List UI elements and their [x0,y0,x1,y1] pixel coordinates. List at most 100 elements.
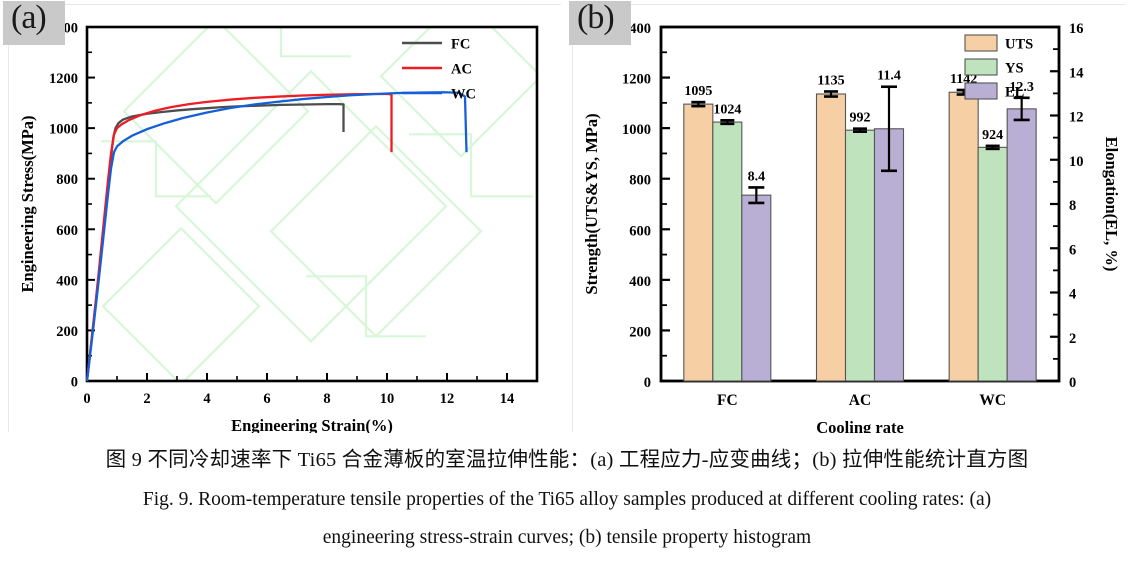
x-tick-label: 6 [263,391,270,407]
y-tick-label-left: 0 [644,375,651,391]
caption-chinese: 图 9 不同冷却速率下 Ti65 合金薄板的室温拉伸性能：(a) 工程应力-应变… [105,449,1029,471]
panel-b-tag-label: (b) [577,0,615,36]
watermark-diamond [122,27,310,205]
x-tick-label: 12 [440,391,455,407]
y-tick-label-left: 1000 [622,122,651,138]
y-axis-title-left: Strength(UTS&YS, MPa) [582,113,601,294]
error-bar-wc-ys [985,144,1000,151]
legend-label-wc: WC [451,87,476,103]
y-axis-title-right: Elongation(EL, %) [1102,137,1121,272]
y-tick-label-left: 200 [629,324,651,340]
y-tick-label-right: 8 [1069,198,1076,214]
y-tick-label-right: 10 [1069,154,1084,170]
y-tick-label-left: 800 [629,173,651,189]
bar-ac-uts [815,93,847,382]
error-bar-fc-ys [720,119,735,126]
y-axis-title: Engineering Stress(MPa) [18,115,37,292]
y-tick-label-right: 2 [1069,331,1076,347]
x-tick-label: 2 [143,391,150,407]
figure-caption: 图 9 不同冷却速率下 Ti65 合金薄板的室温拉伸性能：(a) 工程应力-应变… [0,437,1134,561]
panel-a-stress-strain: (a) 020040060080010001200140002468101214… [3,0,562,433]
x-tick-label: 14 [500,391,515,407]
panel-a-tag-label: (a) [11,0,47,36]
watermark-diamond [101,226,261,381]
legend-label-ac: AC [451,62,472,78]
watermark-bracket [306,275,426,338]
error-bar-ac-el [881,85,897,173]
bars-group [683,85,1037,382]
legend: UTS YS EL [964,34,1033,101]
error-bar-fc-uts [691,100,706,108]
legend-swatch-ys [964,58,998,76]
watermark-diamond [174,69,448,343]
panel-b-histogram: (b) 0 200 400 600 800 1000 1200 1400 0 2 4 6 8 10 12 14… [569,0,1127,433]
legend-label-uts: UTS [1005,37,1033,53]
bar-value-ac-uts: 1135 [817,73,844,88]
tensile-property-histogram: 02004006008001000120014000246810121416Co… [573,5,1127,433]
panel-b-tag: (b) [569,0,631,45]
y-tick-label-right: 6 [1069,242,1076,258]
bar-ac-ys [844,129,876,382]
bar-fc-uts [683,103,714,382]
bar-wc-uts [948,91,979,382]
bar-value-fc-ys: 1024 [713,102,741,117]
y-tick-label: 0 [71,375,78,391]
watermark-shapes [101,27,537,381]
watermark-diamond [379,27,537,158]
y-tick-label-right: 4 [1069,287,1076,303]
y-tick-label-right: 12 [1069,110,1084,126]
bar-value-fc-el: 8.4 [748,169,766,184]
error-bar-fc-el [748,186,765,205]
bar-value-ac-el: 11.4 [877,69,901,84]
x-tick-label: 0 [83,391,90,407]
y-tick-label-left: 400 [629,274,651,290]
x-tick-label: 10 [380,391,395,407]
category-label-ac: AC [849,392,871,409]
x-tick-label: 4 [203,391,210,407]
y-tick-label: 200 [56,324,78,340]
caption-english-line1: Fig. 9. Room-temperature tensile propert… [142,488,992,510]
watermark-bracket [101,140,211,198]
plot-background [9,5,562,433]
y-tick-label: 1000 [49,122,78,138]
axis-ticks [661,25,1059,383]
y-tick-label-right: 0 [1069,375,1076,391]
category-label-fc: FC [717,392,738,409]
y-tick-label: 600 [56,223,78,239]
bar-value-wc-el: 12.3 [1009,80,1034,95]
y-tick-label-left: 600 [629,223,651,239]
y-tick-label-left: 1200 [622,72,651,88]
bar-wc-el [1006,108,1037,382]
stress-strain-plot: 020040060080010001200140002468101214Engi… [9,5,562,433]
error-bar-wc-el [1013,96,1030,122]
bar-fc-ys [712,121,743,382]
y-tick-label: 1200 [49,71,78,87]
y-tick-label-right: 16 [1069,21,1084,37]
panels-row: (a) 020040060080010001200140002468101214… [3,0,1127,433]
watermark-bracket [409,133,533,198]
legend-label-ys: YS [1005,61,1024,77]
legend-swatch-el [964,82,998,100]
x-axis-title: Cooling rate [816,418,904,433]
caption-english-line2: engineering stress-strain curves; (b) te… [322,526,812,548]
bar-value-ac-ys: 992 [850,111,871,126]
legend-label-el: EL [1005,85,1025,101]
error-bar-ac-uts [824,90,838,98]
bar-wc-ys [977,146,1008,382]
y-tick-label: 400 [56,273,78,289]
y-tick-label: 800 [56,172,78,188]
bar-value-fc-uts: 1095 [684,84,712,99]
x-axis-title: Engineering Strain(%) [231,416,393,433]
x-tick-label: 8 [323,391,330,407]
legend: FC AC WC [402,37,476,103]
bar-fc-el [741,194,772,382]
legend-label-fc: FC [451,37,470,53]
bar-value-wc-ys: 924 [982,128,1003,143]
legend-swatch-uts [964,34,998,52]
error-bar-ac-ys [853,127,867,133]
panel-a-tag: (a) [3,0,65,45]
watermark-bracket [279,27,351,58]
category-label-wc: WC [979,392,1006,409]
y-tick-label-right: 14 [1069,65,1084,81]
